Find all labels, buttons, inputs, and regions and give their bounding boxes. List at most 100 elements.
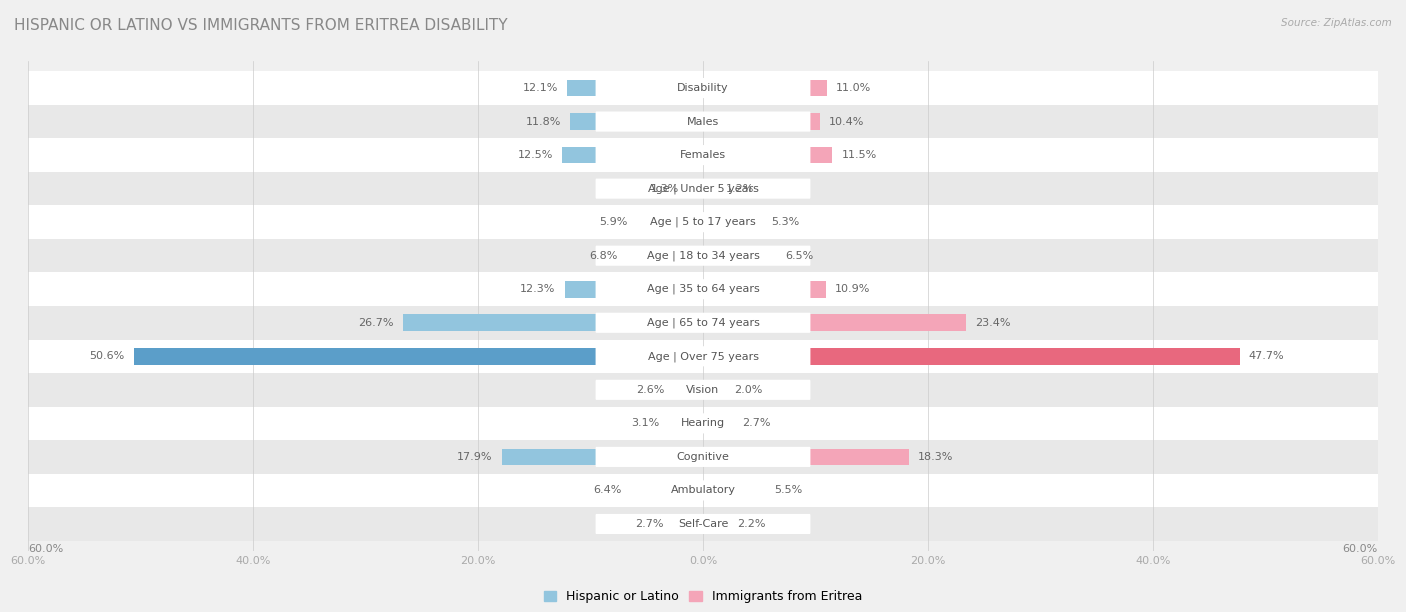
- Text: 3.1%: 3.1%: [631, 419, 659, 428]
- Text: 60.0%: 60.0%: [1343, 544, 1378, 554]
- Text: Cognitive: Cognitive: [676, 452, 730, 462]
- Bar: [28, 138, 1378, 172]
- Bar: [596, 415, 668, 431]
- Text: 2.6%: 2.6%: [637, 385, 665, 395]
- Bar: [596, 214, 637, 231]
- Text: Vision: Vision: [686, 385, 720, 395]
- FancyBboxPatch shape: [596, 346, 810, 367]
- Bar: [762, 214, 810, 231]
- FancyBboxPatch shape: [596, 480, 810, 501]
- Text: 6.4%: 6.4%: [593, 485, 621, 496]
- Text: 10.4%: 10.4%: [830, 116, 865, 127]
- Text: Age | Under 5 years: Age | Under 5 years: [648, 184, 758, 194]
- Text: 1.3%: 1.3%: [651, 184, 679, 193]
- Bar: [562, 147, 596, 163]
- Text: Age | 5 to 17 years: Age | 5 to 17 years: [650, 217, 756, 228]
- FancyBboxPatch shape: [596, 514, 810, 534]
- Bar: [725, 381, 810, 398]
- Text: 2.0%: 2.0%: [734, 385, 763, 395]
- Text: HISPANIC OR LATINO VS IMMIGRANTS FROM ERITREA DISABILITY: HISPANIC OR LATINO VS IMMIGRANTS FROM ER…: [14, 18, 508, 34]
- Bar: [776, 247, 810, 264]
- Text: 2.2%: 2.2%: [737, 519, 765, 529]
- FancyBboxPatch shape: [596, 145, 810, 165]
- Bar: [28, 206, 1378, 239]
- FancyBboxPatch shape: [596, 380, 810, 400]
- Text: 5.3%: 5.3%: [772, 217, 800, 227]
- Text: 2.7%: 2.7%: [742, 419, 770, 428]
- Text: Self-Care: Self-Care: [678, 519, 728, 529]
- Text: Age | 18 to 34 years: Age | 18 to 34 years: [647, 250, 759, 261]
- Bar: [734, 415, 810, 431]
- FancyBboxPatch shape: [596, 212, 810, 232]
- FancyBboxPatch shape: [596, 245, 810, 266]
- Text: Hearing: Hearing: [681, 419, 725, 428]
- Bar: [596, 181, 689, 197]
- Text: 11.8%: 11.8%: [526, 116, 561, 127]
- Bar: [28, 239, 1378, 272]
- Text: 5.9%: 5.9%: [599, 217, 627, 227]
- Bar: [765, 482, 810, 499]
- Text: 17.9%: 17.9%: [457, 452, 492, 462]
- Bar: [596, 515, 672, 532]
- FancyBboxPatch shape: [596, 179, 810, 199]
- Text: Age | 35 to 64 years: Age | 35 to 64 years: [647, 284, 759, 294]
- Bar: [810, 281, 825, 297]
- FancyBboxPatch shape: [596, 111, 810, 132]
- FancyBboxPatch shape: [596, 313, 810, 333]
- Text: 6.5%: 6.5%: [785, 251, 813, 261]
- Text: 12.5%: 12.5%: [517, 150, 554, 160]
- Bar: [28, 340, 1378, 373]
- Bar: [596, 381, 673, 398]
- Text: 11.5%: 11.5%: [841, 150, 876, 160]
- Bar: [28, 373, 1378, 406]
- Bar: [717, 181, 810, 197]
- Bar: [402, 315, 596, 331]
- Text: 11.0%: 11.0%: [835, 83, 870, 93]
- Bar: [28, 406, 1378, 440]
- Text: Source: ZipAtlas.com: Source: ZipAtlas.com: [1281, 18, 1392, 28]
- Bar: [810, 147, 832, 163]
- Text: Age | Over 75 years: Age | Over 75 years: [648, 351, 758, 362]
- FancyBboxPatch shape: [596, 279, 810, 299]
- Text: Males: Males: [688, 116, 718, 127]
- Bar: [28, 272, 1378, 306]
- Bar: [28, 105, 1378, 138]
- Text: 50.6%: 50.6%: [90, 351, 125, 361]
- Bar: [596, 247, 627, 264]
- Bar: [810, 113, 820, 130]
- Text: 18.3%: 18.3%: [918, 452, 953, 462]
- Bar: [28, 440, 1378, 474]
- Bar: [810, 315, 966, 331]
- Bar: [810, 348, 1240, 365]
- Bar: [596, 482, 631, 499]
- Text: 10.9%: 10.9%: [835, 284, 870, 294]
- Text: 1.2%: 1.2%: [725, 184, 754, 193]
- Text: 5.5%: 5.5%: [773, 485, 801, 496]
- Text: Ambulatory: Ambulatory: [671, 485, 735, 496]
- FancyBboxPatch shape: [596, 413, 810, 433]
- Legend: Hispanic or Latino, Immigrants from Eritrea: Hispanic or Latino, Immigrants from Erit…: [538, 585, 868, 608]
- Bar: [502, 449, 596, 465]
- Text: 6.8%: 6.8%: [589, 251, 617, 261]
- Text: 60.0%: 60.0%: [28, 544, 63, 554]
- Text: 2.7%: 2.7%: [636, 519, 664, 529]
- Text: 12.3%: 12.3%: [520, 284, 555, 294]
- Text: Disability: Disability: [678, 83, 728, 93]
- Text: Females: Females: [681, 150, 725, 160]
- Bar: [565, 281, 596, 297]
- Bar: [28, 172, 1378, 206]
- Bar: [567, 80, 596, 97]
- Bar: [728, 515, 810, 532]
- Bar: [571, 113, 596, 130]
- Bar: [28, 306, 1378, 340]
- Text: Age | 65 to 74 years: Age | 65 to 74 years: [647, 318, 759, 328]
- Text: 47.7%: 47.7%: [1249, 351, 1284, 361]
- Bar: [810, 449, 908, 465]
- Text: 26.7%: 26.7%: [359, 318, 394, 328]
- FancyBboxPatch shape: [596, 78, 810, 98]
- Text: 23.4%: 23.4%: [976, 318, 1011, 328]
- Bar: [134, 348, 596, 365]
- Bar: [28, 474, 1378, 507]
- Text: 12.1%: 12.1%: [523, 83, 558, 93]
- FancyBboxPatch shape: [596, 447, 810, 467]
